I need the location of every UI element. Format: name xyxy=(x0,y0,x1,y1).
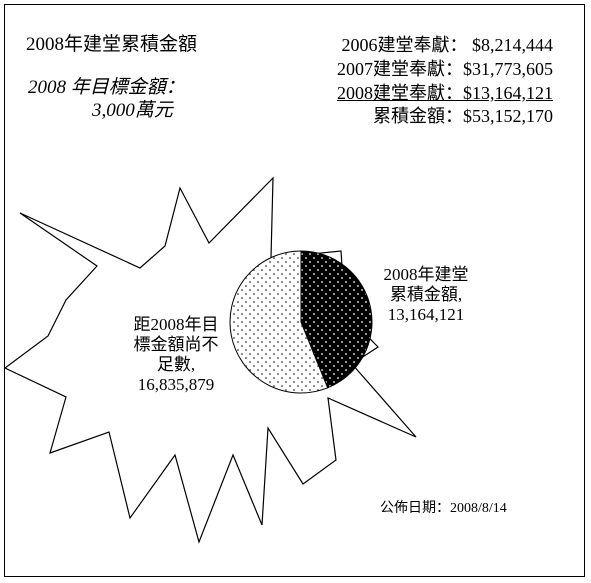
slice-label-line: 16,835,879 xyxy=(137,375,215,394)
summary-label: 2006建堂奉獻： xyxy=(341,35,468,55)
chart-frame xyxy=(4,4,585,577)
slice-label-accumulated: 2008年建堂 累積金額, 13,164,121 xyxy=(368,265,484,325)
publish-date: 公佈日期：2008/8/14 xyxy=(380,501,507,516)
slice-label-line: 2008年建堂 xyxy=(383,265,469,284)
summary-label: 2007建堂奉獻： xyxy=(337,59,463,79)
slice-label-line: 距2008年目 xyxy=(133,315,219,334)
target-value: 3,000萬元 xyxy=(92,100,173,121)
summary-value: $13,164,121 xyxy=(463,83,553,103)
slice-label-line: 足數, xyxy=(156,355,196,374)
slice-label-line: 累積金額, xyxy=(389,285,463,304)
target-label: 2008 年目標金額： xyxy=(28,77,185,98)
summary-row-total: 累積金額：$53,152,170 xyxy=(373,107,553,125)
pie-slice-shortfall xyxy=(229,250,329,394)
summary-label: 2008建堂奉獻： xyxy=(337,83,463,103)
chart-title: 2008年建堂累積金額 xyxy=(26,34,198,55)
pie-slices xyxy=(229,250,373,394)
summary-row-2006: 2006建堂奉獻： $8,214,444 xyxy=(342,36,554,54)
summary-row-2007: 2007建堂奉獻：$31,773,605 xyxy=(337,60,553,78)
summary-value: $31,773,605 xyxy=(463,59,553,79)
summary-value: $8,214,444 xyxy=(472,35,553,55)
summary-value: $53,152,170 xyxy=(463,106,553,126)
pie-slice-accumulated xyxy=(300,250,373,389)
slice-label-line: 標金額尚不 xyxy=(133,335,219,354)
slice-label-shortfall: 距2008年目 標金額尚不 足數, 16,835,879 xyxy=(110,315,242,395)
summary-row-2008: 2008建堂奉獻：$13,164,121 xyxy=(337,84,553,102)
slice-label-line: 13,164,121 xyxy=(387,305,465,324)
summary-label: 累積金額： xyxy=(373,106,463,126)
